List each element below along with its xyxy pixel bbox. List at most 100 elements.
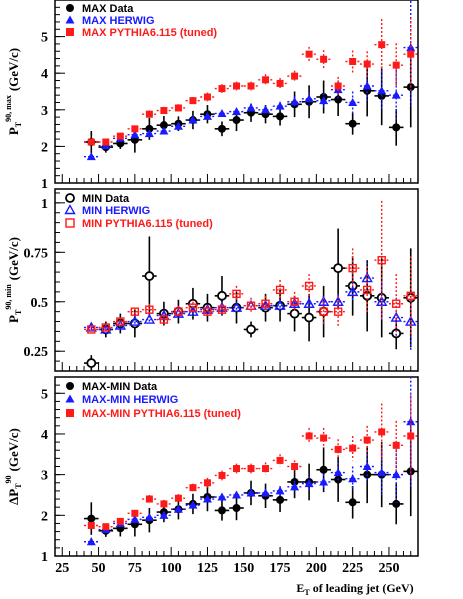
legend-marker (64, 204, 76, 215)
data-point (276, 495, 285, 504)
x-tick-label: 175 (270, 561, 291, 576)
data-point (391, 90, 401, 99)
y-tick-label: 1 (41, 177, 48, 192)
y-tick-label: 3 (41, 469, 48, 484)
series-dot (84, 228, 418, 371)
data-point (361, 272, 373, 283)
data-point (291, 463, 299, 470)
data-point (86, 152, 96, 161)
data-point (304, 479, 314, 488)
legend-marker (66, 409, 74, 417)
y-tick-label: 2 (41, 140, 48, 155)
data-point (247, 465, 255, 473)
x-tick-label: 200 (306, 561, 327, 576)
legend-marker (65, 218, 75, 228)
data-point (233, 465, 240, 473)
data-point (202, 494, 212, 503)
data-point (87, 521, 95, 529)
data-point (275, 285, 285, 295)
legend-label: MIN HERWIG (82, 205, 150, 217)
series-tri (84, 377, 418, 546)
data-point (289, 308, 300, 319)
data-point (86, 358, 97, 368)
data-point (288, 297, 301, 308)
data-point (275, 101, 285, 110)
data-point (275, 486, 285, 495)
data-point (246, 324, 256, 335)
legend-label: MAX PYTHIA6.115 (tuned) (82, 27, 217, 39)
data-point (217, 506, 226, 515)
data-point (144, 271, 155, 281)
series-sq (84, 17, 418, 146)
data-point (131, 509, 139, 517)
data-point (131, 125, 139, 133)
data-point (377, 468, 387, 477)
x-tick-label: 250 (378, 561, 399, 576)
data-point (188, 500, 198, 509)
x-tick-label: 225 (342, 561, 363, 576)
legend-label: MAX HERWIG (82, 15, 155, 27)
data-point (246, 103, 256, 112)
legend-marker (66, 4, 74, 12)
data-point (129, 315, 141, 326)
y-tick-label: 0.5 (31, 296, 49, 311)
series-sq (84, 395, 418, 531)
data-point (203, 307, 212, 316)
data-point (217, 290, 227, 301)
y-tick-label: 0.25 (24, 345, 49, 360)
legend-marker (66, 382, 74, 390)
data-point (305, 50, 313, 58)
legend-marker (65, 15, 75, 24)
y-axis-label: PT90, min(GeV/c) (4, 237, 23, 323)
data-point (145, 305, 154, 314)
data-point (363, 436, 371, 444)
data-point (392, 61, 400, 69)
y-tick-label: 5 (41, 387, 48, 402)
data-point (174, 104, 182, 112)
data-point (391, 470, 401, 479)
data-point (349, 444, 357, 452)
data-point (174, 494, 182, 502)
data-point (262, 76, 270, 84)
data-point (319, 465, 328, 474)
y-tick-label: 1 (41, 197, 48, 212)
data-point (392, 123, 401, 132)
data-point (261, 299, 270, 308)
data-point (188, 303, 198, 312)
data-point (378, 41, 386, 49)
data-point (304, 312, 315, 323)
legend-label: MIN PYTHIA6.115 (tuned) (82, 218, 213, 230)
data-point (217, 492, 227, 501)
y-tick-label: 2 (41, 509, 48, 524)
data-point (319, 96, 329, 105)
data-point (363, 60, 371, 68)
data-point (362, 285, 372, 295)
data-point (246, 488, 256, 497)
data-point (349, 57, 357, 65)
data-point (145, 110, 153, 118)
y-tick-label: 5 (41, 31, 48, 46)
legend-label: MAX-MIN Data (82, 381, 158, 393)
legend-marker (66, 28, 74, 36)
data-point (276, 112, 285, 121)
data-point (232, 503, 241, 512)
data-point (173, 504, 183, 513)
data-point (346, 285, 359, 297)
data-point (304, 281, 314, 291)
data-point (319, 307, 328, 316)
data-point (202, 111, 212, 120)
legend-marker (65, 193, 75, 203)
data-point (172, 307, 185, 318)
data-point (392, 499, 401, 508)
data-point (392, 299, 401, 308)
data-point (130, 307, 140, 316)
data-point (87, 138, 95, 146)
data-point (291, 72, 299, 80)
data-point (160, 500, 168, 508)
